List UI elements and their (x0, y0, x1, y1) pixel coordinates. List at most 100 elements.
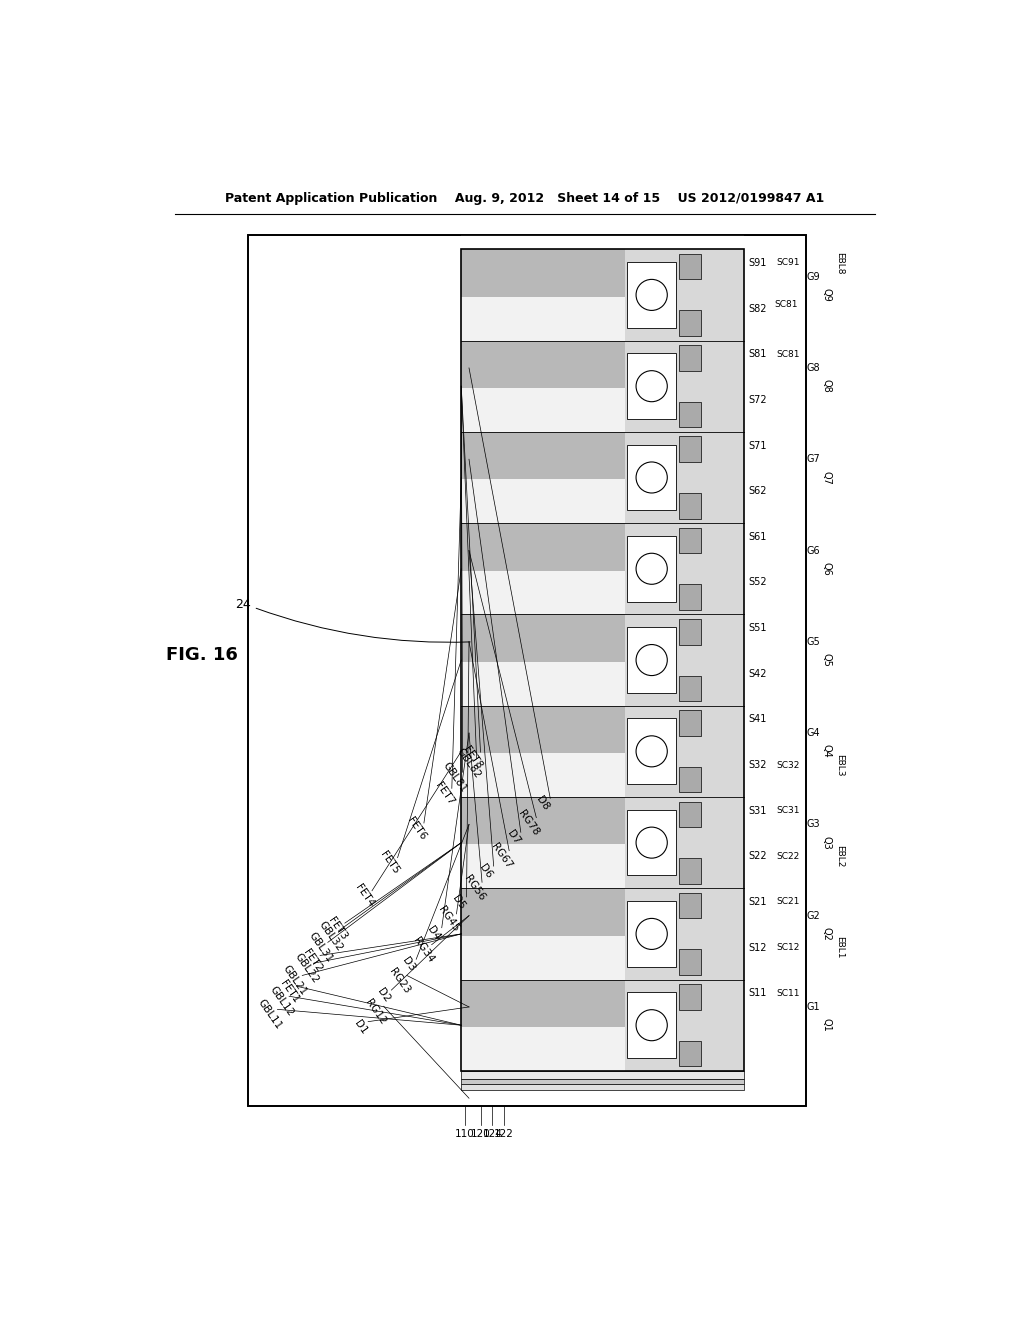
Bar (679, 676, 701, 701)
Text: Patent Application Publication    Aug. 9, 2012   Sheet 14 of 15    US 2012/01998: Patent Application Publication Aug. 9, 2… (225, 191, 824, 205)
Text: S32: S32 (748, 760, 767, 770)
Text: FET8: FET8 (462, 744, 484, 771)
Bar (627, 263, 677, 327)
Circle shape (636, 919, 668, 949)
Text: S61: S61 (748, 532, 766, 541)
Text: D1: D1 (352, 1018, 369, 1036)
Bar (461, 797, 744, 888)
Bar (461, 614, 626, 661)
Text: S71: S71 (748, 441, 767, 450)
Text: SC11: SC11 (776, 989, 800, 998)
Bar (679, 1040, 701, 1067)
Text: SC91: SC91 (776, 259, 800, 268)
Text: GBL12: GBL12 (267, 985, 295, 1019)
Bar (679, 949, 701, 975)
Bar (461, 297, 626, 341)
Bar (461, 888, 626, 936)
Text: D4: D4 (426, 924, 442, 942)
Text: FIG. 16: FIG. 16 (166, 645, 238, 664)
Bar (461, 341, 744, 432)
Text: 120: 120 (471, 1129, 490, 1139)
Text: 110: 110 (456, 1129, 475, 1139)
Bar (461, 888, 744, 979)
Text: S42: S42 (748, 669, 767, 678)
Text: RG34: RG34 (412, 936, 436, 965)
Text: GBL81: GBL81 (441, 760, 469, 795)
Text: D2: D2 (376, 986, 392, 1005)
Bar (461, 706, 626, 754)
Bar (248, 235, 806, 1106)
Text: RG67: RG67 (489, 841, 514, 871)
Text: Q5: Q5 (821, 653, 831, 667)
Text: GBL22: GBL22 (292, 952, 321, 985)
Text: 24: 24 (234, 598, 251, 611)
Bar (461, 341, 626, 388)
Text: GBL21: GBL21 (281, 964, 308, 998)
Text: S12: S12 (748, 942, 767, 953)
Text: G9: G9 (806, 272, 820, 281)
Text: S81: S81 (748, 350, 766, 359)
Bar (679, 401, 701, 428)
Text: Q7: Q7 (821, 470, 831, 484)
Text: SC31: SC31 (776, 807, 800, 816)
Text: RG78: RG78 (516, 808, 541, 837)
Text: GBL82: GBL82 (455, 747, 483, 780)
Circle shape (636, 553, 668, 585)
Text: Q9: Q9 (821, 288, 831, 302)
Text: FET1: FET1 (278, 978, 300, 1005)
Text: SC81: SC81 (774, 300, 798, 309)
Text: SC22: SC22 (776, 851, 800, 861)
Text: FET4: FET4 (353, 883, 376, 909)
Bar (627, 993, 677, 1059)
Text: G1: G1 (806, 1002, 820, 1012)
Bar (679, 858, 701, 883)
Bar (679, 619, 701, 644)
Text: EBL1: EBL1 (836, 936, 845, 958)
Text: S52: S52 (748, 577, 767, 587)
Text: D5: D5 (451, 894, 467, 911)
Text: G7: G7 (806, 454, 820, 465)
Bar (461, 797, 626, 845)
Bar (461, 661, 626, 706)
Bar (461, 979, 626, 1027)
Text: Q8: Q8 (821, 379, 831, 393)
Bar (461, 523, 626, 570)
Bar (248, 235, 806, 1106)
Circle shape (636, 462, 668, 492)
Text: D6: D6 (478, 862, 495, 880)
Bar (679, 345, 701, 371)
Bar (627, 718, 677, 784)
Text: EBL3: EBL3 (836, 754, 845, 776)
Bar (627, 809, 677, 875)
Bar (679, 801, 701, 828)
Text: D7: D7 (505, 829, 521, 846)
Bar (461, 979, 744, 1071)
Text: FET2: FET2 (301, 948, 324, 974)
Text: SC32: SC32 (776, 760, 800, 770)
Bar (679, 710, 701, 735)
Text: SC12: SC12 (776, 942, 800, 952)
Text: GBL31: GBL31 (306, 931, 334, 965)
Bar (461, 235, 744, 249)
Bar (461, 249, 626, 297)
Bar (679, 585, 701, 610)
Bar (627, 354, 677, 418)
Text: RG56: RG56 (462, 873, 486, 902)
Text: S62: S62 (748, 486, 767, 496)
Bar (461, 1071, 744, 1078)
Bar (461, 432, 626, 479)
Text: G8: G8 (806, 363, 820, 374)
Bar (461, 1027, 626, 1071)
Bar (627, 627, 677, 693)
Bar (679, 892, 701, 919)
Text: RG23: RG23 (387, 966, 412, 995)
Text: S31: S31 (748, 805, 766, 816)
Text: Q1: Q1 (821, 1018, 831, 1032)
Text: RG45: RG45 (436, 904, 461, 933)
Text: Q3: Q3 (821, 836, 831, 850)
Circle shape (636, 280, 668, 310)
Text: FET3: FET3 (326, 915, 348, 941)
Text: G3: G3 (806, 820, 820, 829)
Bar (627, 536, 677, 602)
Text: EBL8: EBL8 (836, 252, 845, 275)
